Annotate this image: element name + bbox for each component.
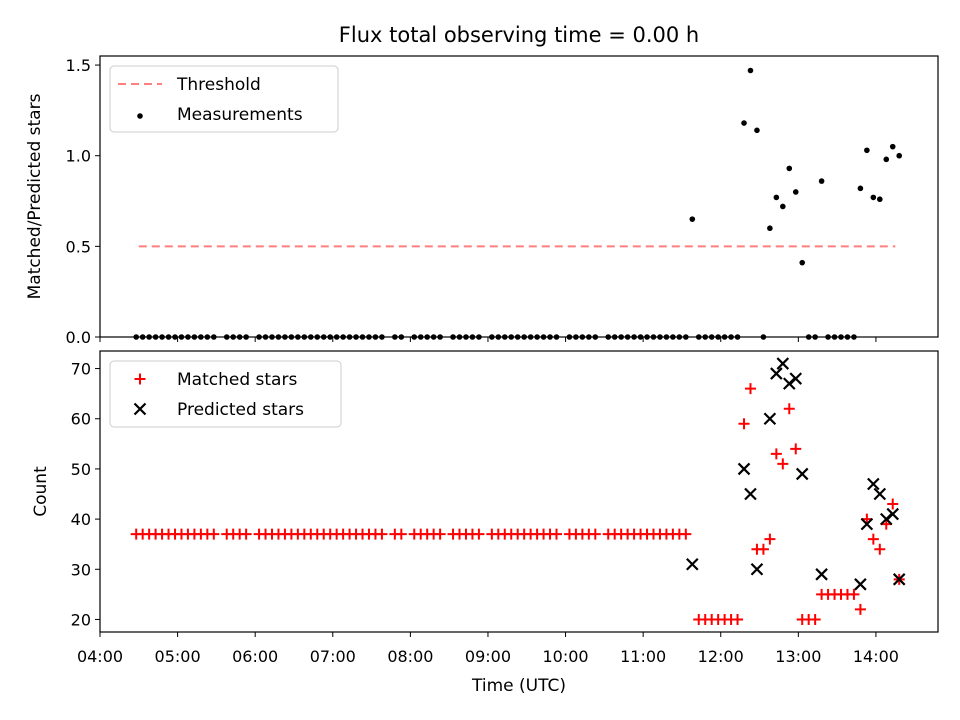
x-tick-label: 08:00 [387,647,433,666]
measurement-point [747,67,754,74]
measurement-point [780,203,786,210]
measurement-point [870,194,877,201]
predicted-star-point [873,487,887,501]
x-tick-label: 10:00 [543,647,589,666]
matched-star-point [744,383,756,395]
matched-star-point [854,603,866,615]
measurement-point [754,127,760,134]
matched-star-point [376,528,388,540]
matched-star-point [551,528,563,540]
legend-box [109,360,342,428]
predicted-star-point [770,367,783,380]
x-tick-label: 13:00 [775,647,821,666]
x-tick-label: 11:00 [620,647,666,666]
predicted-star-point [867,477,880,491]
x-tick-label: 05:00 [155,647,201,666]
measurement-point [857,185,864,192]
measurement-point [773,194,780,201]
predicted-star-point [892,573,906,586]
matched-star-point [589,528,601,540]
measurement-point [896,152,903,159]
legend-matched-swatch [134,373,146,385]
matched-star-point [809,613,821,625]
y-axis-label: Matched/Predicted stars [25,93,45,299]
y-tick-label: 1.0 [66,147,91,166]
y-tick-label: 60 [71,410,91,429]
matched-star-point [680,528,692,540]
y-tick-label: 20 [71,610,91,629]
measurement-point [818,178,825,184]
predicted-star-point [744,487,757,501]
predicted-star-point [795,467,809,481]
matched-star-point [757,543,769,555]
legend-predicted-swatch [133,402,147,416]
y-tick-label: 1.5 [66,56,91,75]
matched-star-point [764,533,776,545]
matched-star-point [770,448,782,460]
predicted-star-point [815,568,828,581]
y-tick-label: 0.0 [66,328,91,347]
bottom-panel: 20 30 40 50 60 70 04:00 05:00 06:00 07:00 08:00 09:… [31,350,939,666]
matched-star-point [738,418,750,430]
measurement-point [741,120,747,126]
legend-label: Threshold [176,75,261,95]
predicted-star-point [686,557,699,571]
y-tick-label: 70 [71,360,91,379]
matched-star-point [208,528,220,540]
x-tick-label: 09:00 [465,647,511,666]
matched-star-point [240,528,252,540]
predicted-star-point [776,357,790,370]
x-tick-label: 12:00 [698,647,744,666]
legend-box [109,65,339,133]
y-tick-label: 0.5 [66,237,91,256]
matched-star-point [777,458,789,470]
predicted-star-point [860,517,874,531]
x-tick-label: 07:00 [310,647,356,666]
measurement-point [767,225,773,232]
matched-star-point [790,443,802,455]
y-tick-label: 30 [71,560,91,579]
legend: Threshold Measurements [109,65,339,133]
legend-label: Predicted stars [177,400,304,420]
matched-star-point [473,528,485,540]
y-tick-label: 40 [71,510,91,529]
matched-star-point [395,528,407,540]
predicted-star-point [737,462,751,476]
axes-frame [99,55,939,338]
matched-star-point [783,403,795,415]
measurement-point [883,156,890,163]
axes-frame [99,350,939,633]
measurement-point [864,147,870,154]
x-tick-label: 04:00 [77,647,123,666]
measurement-point [786,165,793,172]
matched-star-point [434,528,446,540]
predicted-star-point [854,578,867,591]
measurement-point [689,216,696,222]
x-tick-label: 14:00 [853,647,899,666]
legend: Matched stars Predicted stars [109,360,342,428]
x-tick-label: 06:00 [232,647,278,666]
matched-star-point [887,498,899,510]
legend-label: Measurements [177,105,303,125]
predicted-star-point [750,562,764,576]
measurement-point [799,259,806,266]
measurement-point [792,189,799,195]
matched-star-point [874,543,886,555]
chart-title: Flux total observing time = 0.00 h [339,23,699,47]
measurement-point [889,143,896,150]
y-tick-label: 50 [71,460,91,479]
measurement-point [877,196,883,203]
predicted-star-point [763,412,777,426]
matched-star-point [848,588,860,600]
legend-label: Matched stars [177,370,297,390]
top-panel: 0.0 0.5 1.0 1.5 Matched/Predicted stars Thres… [25,55,939,347]
matched-star-point [867,533,879,545]
legend-measurement-swatch [137,113,143,119]
y-axis-label: Count [31,466,51,517]
predicted-star-point [886,507,900,521]
matched-star-point [732,613,744,625]
predicted-star-point [789,372,803,385]
x-axis-label: Time (UTC) [471,676,566,696]
